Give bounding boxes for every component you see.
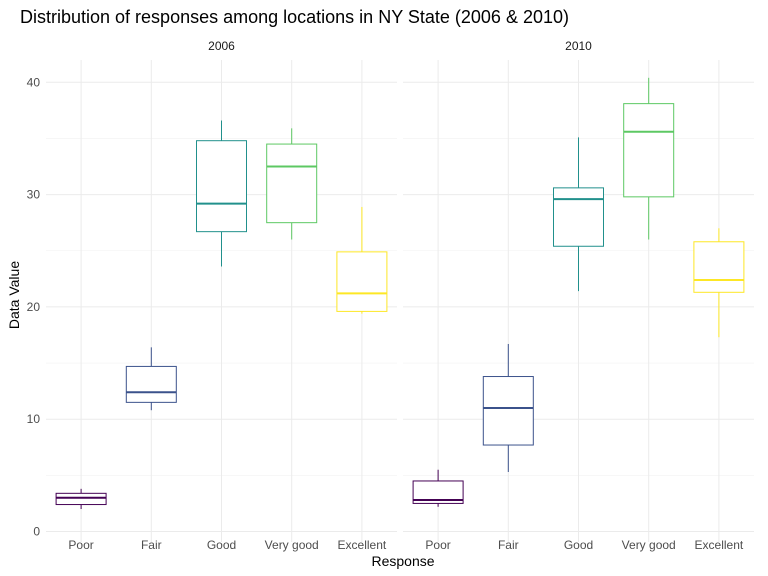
x-tick-label-good: Good [207, 538, 236, 552]
box-body [412, 480, 464, 504]
facet-panels: 2006 Poor Fair Good Very good Excellent 2010 Po… [46, 39, 754, 552]
x-tick-label-fair: Fair [141, 538, 162, 552]
box-body [266, 143, 318, 224]
panel-label-2006: 2006 [208, 39, 235, 53]
box-excellent-2010 [693, 228, 745, 338]
box-body [623, 103, 675, 198]
panel-2010: 2010 Poor Fair Good Very good Excellent [403, 39, 754, 552]
y-tick-label: 20 [27, 300, 41, 314]
box-good-2006 [196, 120, 247, 267]
y-tick-label: 40 [27, 75, 41, 89]
x-tick-label-poor: Poor [68, 538, 93, 552]
box-poor-2006 [55, 488, 107, 510]
box-poor-2010 [412, 469, 464, 507]
y-tick-label: 0 [33, 525, 40, 539]
box-body [55, 492, 107, 506]
box-very-good-2010 [623, 77, 675, 240]
y-axis-title: Data Value [6, 261, 22, 329]
x-axis-title: Response [371, 553, 434, 569]
box-fair-2006 [125, 347, 177, 411]
x-tick-label-excellent: Excellent [338, 538, 387, 552]
y-axis-tick-labels: 0 10 20 30 40 [27, 75, 41, 538]
y-tick-label: 30 [27, 188, 41, 202]
box-good-2010 [553, 137, 604, 292]
x-tick-label-poor: Poor [425, 538, 450, 552]
box-body [482, 376, 534, 446]
panel-label-2010: 2010 [565, 39, 592, 53]
box-excellent-2006 [336, 206, 388, 314]
panel-2006: 2006 Poor Fair Good Very good Excellent [46, 39, 397, 552]
box-body [125, 365, 177, 403]
x-tick-label-fair: Fair [498, 538, 519, 552]
y-tick-label: 10 [27, 412, 41, 426]
box-body [196, 140, 247, 233]
box-very-good-2006 [266, 128, 318, 240]
x-tick-label-excellent: Excellent [695, 538, 744, 552]
x-tick-label-good: Good [564, 538, 593, 552]
box-body [336, 251, 388, 312]
x-tick-label-very-good: Very good [265, 538, 319, 552]
box-body [693, 241, 745, 293]
box-fair-2010 [482, 343, 534, 472]
chart-title: Distribution of responses among location… [20, 7, 569, 27]
box-body [553, 187, 604, 247]
x-tick-label-very-good: Very good [622, 538, 676, 552]
